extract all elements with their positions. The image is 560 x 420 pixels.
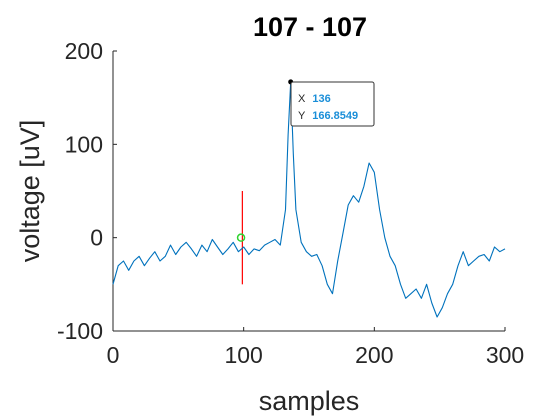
y-tick-label: 0 — [90, 225, 103, 251]
x-tick-label: 300 — [486, 342, 524, 368]
datatip-x-label: X — [298, 93, 306, 105]
series-line — [112, 81, 506, 318]
y-tick-label: 200 — [65, 38, 103, 64]
plot-area — [112, 79, 506, 318]
datatip-y-row: Y 166.8549 — [298, 110, 358, 122]
datatip-x-value: 136 — [312, 93, 330, 105]
chart-title: 107 - 107 — [253, 12, 367, 42]
datatip-y-value: 166.8549 — [312, 110, 358, 122]
datatip[interactable]: X 136 Y 166.8549 — [290, 81, 375, 127]
datatip-y-label: Y — [298, 110, 306, 122]
x-tick-label: 0 — [107, 342, 120, 368]
x-tick-label: 200 — [355, 342, 393, 368]
highlight-point-marker — [236, 233, 246, 242]
datatip-box — [290, 81, 375, 127]
x-tick-label: 100 — [224, 342, 262, 368]
y-tick-label: 100 — [65, 131, 103, 157]
datatip-x-row: X 136 — [298, 93, 331, 105]
x-axis-label: samples — [259, 386, 360, 416]
y-tick-label: -100 — [57, 318, 103, 344]
y-axis-label: voltage [uV] — [15, 120, 45, 263]
